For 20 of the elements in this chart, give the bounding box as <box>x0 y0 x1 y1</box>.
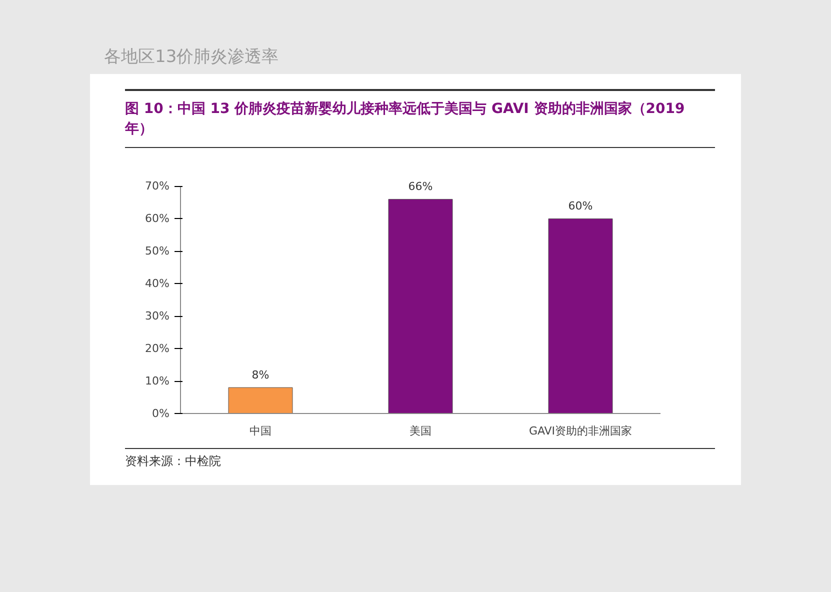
y-tick-label: 30% <box>145 310 170 323</box>
data-label: 8% <box>252 368 270 382</box>
y-tick-label: 60% <box>145 212 170 226</box>
y-tick-label: 50% <box>145 244 170 258</box>
bar <box>228 388 293 414</box>
y-tick-label: 20% <box>145 342 170 356</box>
y-tick-label: 40% <box>145 277 170 290</box>
data-label: 60% <box>568 200 593 213</box>
y-tick-label: 10% <box>145 374 170 388</box>
chart-title: 图 10：中国 13 价肺炎疫苗新婴幼儿接种率远低于美国与 GAVI 资助的非洲国家（2019 年） <box>125 100 686 140</box>
data-label: 66% <box>408 180 433 194</box>
chart-subtitle: 各地区13价肺炎渗透率 <box>104 46 279 69</box>
bar <box>388 199 453 414</box>
x-tick-label: 中国 <box>250 424 272 438</box>
y-tick-label: 70% <box>145 180 170 194</box>
bar <box>548 218 613 414</box>
x-tick-label: 美国 <box>410 424 432 438</box>
text: 资料来源：中检院 <box>125 453 221 470</box>
y-tick-label: 0% <box>152 407 170 420</box>
x-tick-label: GAVI资助的非洲国家 <box>528 424 632 438</box>
